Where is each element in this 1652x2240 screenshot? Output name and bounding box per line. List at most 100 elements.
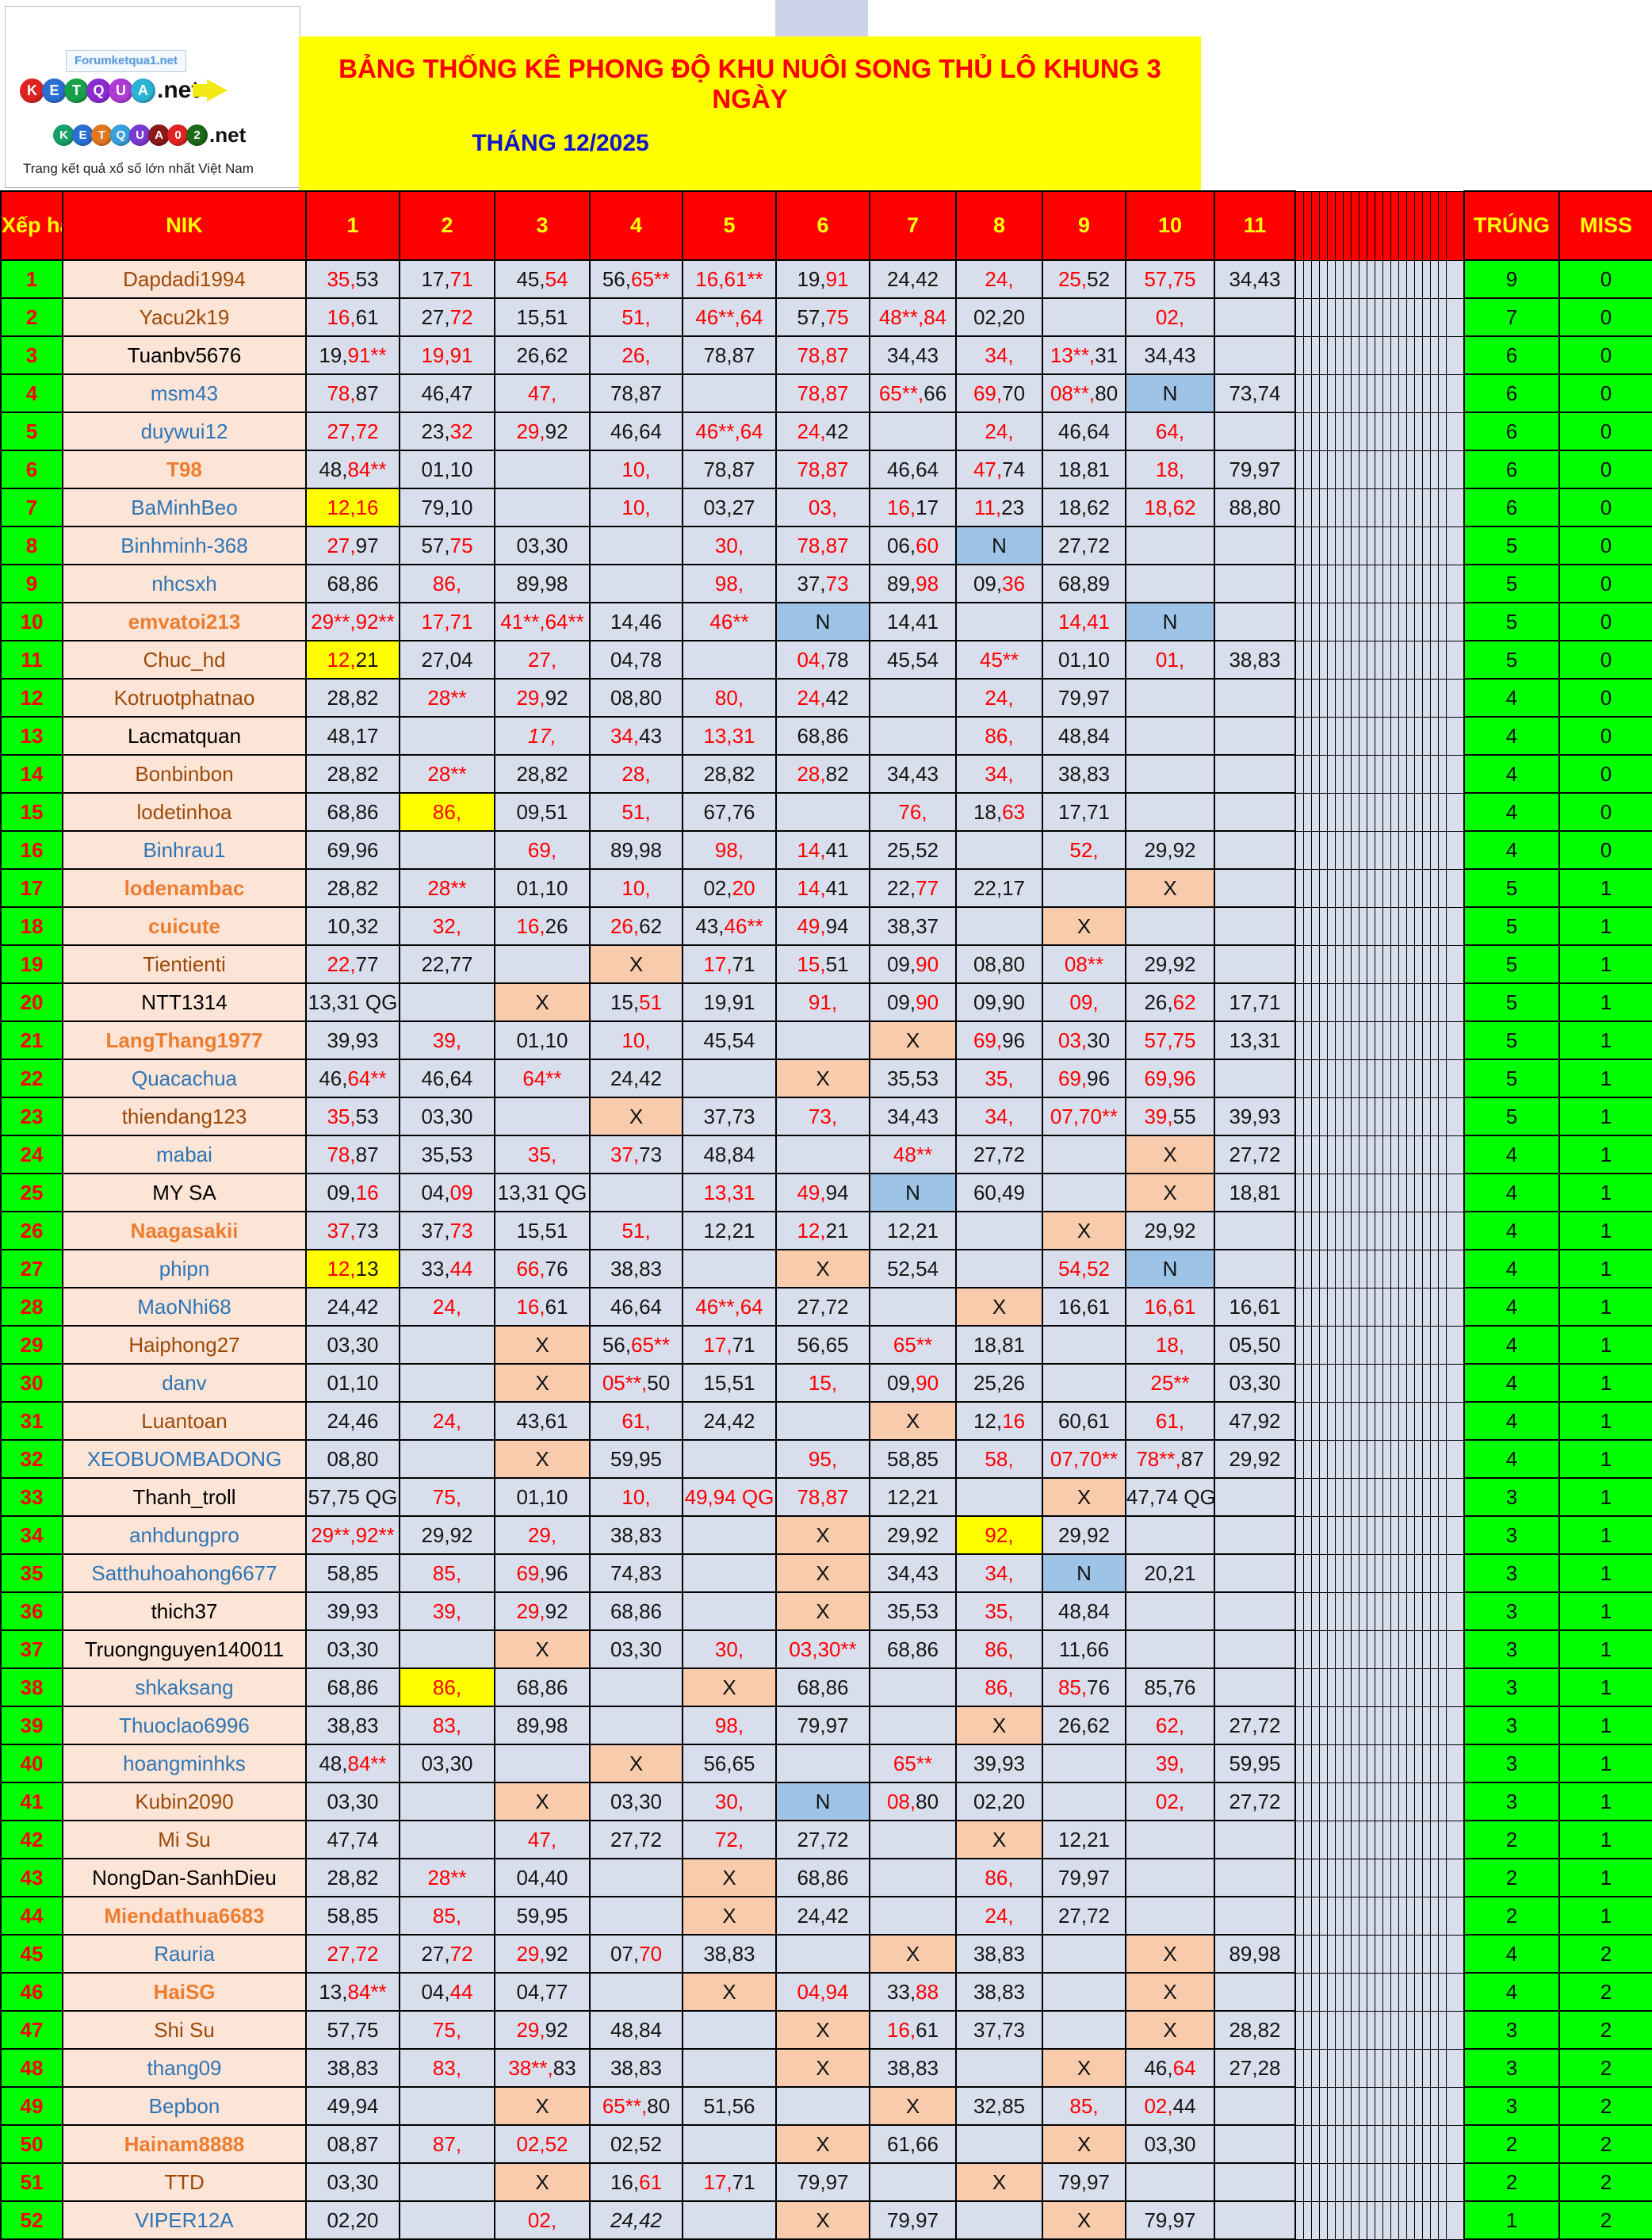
spacer-cell (1421, 1744, 1431, 1783)
spacer-cell (1421, 1211, 1431, 1250)
spacer-cell (1413, 1668, 1423, 1707)
spacer-cell (1374, 1744, 1383, 1783)
spacer-cell (1445, 830, 1465, 870)
table-row: 30 danv 01,10 X 05**,50 15,51 15, 09,90 25,26 25*… (0, 1363, 1652, 1403)
spacer-cell (1445, 488, 1465, 527)
spacer-cell (1437, 1173, 1447, 1212)
grid-cell: 34,43 (589, 716, 683, 756)
spacer-cell (1390, 1173, 1399, 1212)
grid-cell: 02,52 (494, 2124, 591, 2164)
grid-cell: X (1125, 868, 1215, 908)
spacer-cell (1294, 1401, 1304, 1441)
decorative-block (775, 0, 868, 36)
trung-cell: 4 (1463, 1401, 1560, 1441)
grid-cell: X (1125, 1173, 1215, 1212)
grid-cell: X (869, 1401, 957, 1441)
spacer-cell (1366, 1401, 1375, 1441)
spacer-cell (1429, 526, 1439, 565)
spacer-cell (1382, 1287, 1391, 1327)
nik-cell: phipn (62, 1249, 307, 1288)
yellow-arrow-icon (193, 79, 228, 101)
grid-cell: X (494, 1325, 591, 1365)
spacer-cell (1390, 1782, 1399, 1821)
ketqua-net-logo[interactable]: K E T Q U A .net (20, 77, 228, 104)
column-header-spacer (1342, 190, 1352, 261)
grid-cell: 39, (399, 1020, 495, 1060)
spacer-cell (1350, 1896, 1359, 1936)
grid-cell: 48,84 (1042, 716, 1126, 756)
spacer-cell (1326, 1211, 1336, 1250)
spacer-cell (1310, 488, 1320, 527)
grid-cell (1214, 754, 1296, 794)
spacer-cell (1382, 640, 1391, 680)
spacer-cell (1421, 868, 1431, 908)
grid-cell: 15,51 (775, 944, 870, 984)
forum-badge[interactable]: Forumketqua1.net (66, 50, 186, 72)
spacer-cell (1350, 1097, 1359, 1136)
miss-cell: 1 (1558, 1287, 1652, 1327)
spacer-cell (1445, 1934, 1465, 1974)
grid-cell (955, 602, 1043, 641)
spacer-cell (1398, 982, 1407, 1022)
spacer-cell (1310, 1211, 1320, 1250)
ketqua02-net-logo[interactable]: K E T Q U A 0 2 .net (53, 123, 246, 147)
spacer-cell (1382, 2048, 1391, 2088)
spacer-cell (1326, 1668, 1336, 1707)
grid-cell: 37,73 (682, 1097, 777, 1136)
table-row: 32 XEOBUOMBADONG 08,80 X 59,95 95, 58,85 58, 07,… (0, 1439, 1652, 1479)
table-row: 14 Bonbinbon 28,82 28** 28,82 28, 28,82 28,82 34… (0, 754, 1652, 794)
grid-cell (869, 678, 957, 718)
spacer-cell (1398, 602, 1407, 641)
grid-cell: X (494, 1439, 591, 1479)
grid-cell: 52, (1042, 830, 1126, 870)
spacer-cell (1390, 792, 1399, 832)
spacer-cell (1326, 1515, 1336, 1555)
spacer-cell (1358, 640, 1367, 680)
spacer-cell (1334, 1249, 1344, 1288)
grid-cell (869, 716, 957, 756)
spacer-cell (1350, 564, 1359, 603)
spacer-cell (1390, 1211, 1399, 1250)
grid-cell: 08,80 (305, 1439, 400, 1479)
spacer-cell (1326, 2200, 1336, 2240)
spacer-cell (1398, 526, 1407, 565)
grid-cell: 12,21 (682, 1211, 777, 1250)
spacer-cell (1334, 944, 1344, 984)
grid-cell: N (1125, 602, 1215, 641)
grid-cell (682, 1515, 777, 1555)
spacer-cell (1374, 2010, 1383, 2050)
spacer-cell (1310, 1515, 1320, 1555)
spacer-cell (1334, 982, 1344, 1022)
rank-cell: 35 (0, 1553, 63, 1593)
spacer-cell (1366, 1097, 1375, 1136)
spacer-cell (1334, 1706, 1344, 1745)
grid-cell: 03,30 (589, 1782, 683, 1821)
grid-cell: 46,64 (589, 1287, 683, 1327)
spacer-cell (1342, 1401, 1352, 1441)
grid-cell: 47,74 (955, 450, 1043, 489)
table-row: 24 mabai 78,87 35,53 35, 37,73 48,84 48** 27,72 X… (0, 1135, 1652, 1174)
column-header-miss: MISS (1558, 190, 1652, 261)
grid-cell: 01,10 (494, 868, 591, 908)
table-row: 6 T98 48,84** 01,10 10, 78,87 78,87 46,64 47,74 1… (0, 450, 1652, 489)
miss-cell: 2 (1558, 1934, 1652, 1974)
spacer-cell (1390, 2162, 1399, 2202)
rank-cell: 47 (0, 2010, 63, 2050)
grid-cell (1214, 944, 1296, 984)
grid-cell: 10,32 (305, 906, 400, 946)
trung-cell: 2 (1463, 2124, 1560, 2164)
spacer-cell (1350, 1782, 1359, 1821)
stats-table: Xếp hạngNIK1234567891011TRÚNGMISS 1Dapda… (0, 190, 1652, 2240)
grid-cell: 79,97 (1214, 450, 1296, 489)
spacer-cell (1398, 2010, 1407, 2050)
spacer-cell (1421, 944, 1431, 984)
spacer-cell (1374, 716, 1383, 756)
grid-cell: 12,21 (775, 1211, 870, 1250)
grid-cell: X (494, 1782, 591, 1821)
grid-cell: 34, (955, 754, 1043, 794)
spacer-cell (1437, 1363, 1447, 1403)
grid-cell (399, 2086, 495, 2126)
spacer-cell (1366, 754, 1375, 794)
spacer-cell (1374, 1401, 1383, 1441)
grid-cell: N (1042, 1553, 1126, 1593)
